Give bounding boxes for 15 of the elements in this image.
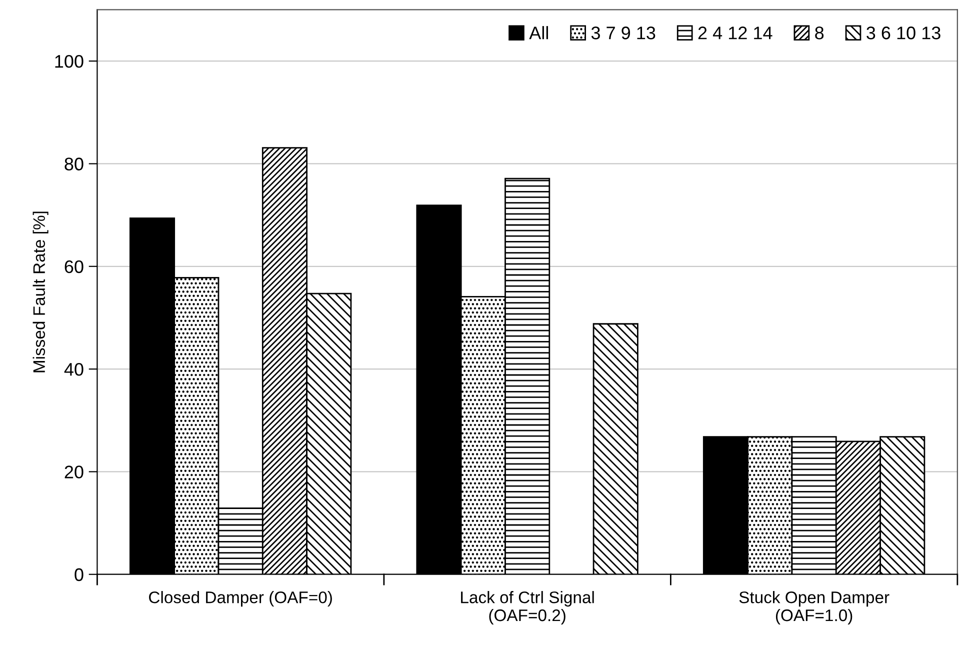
legend-label: 8 xyxy=(815,26,824,40)
legend-label: 3 7 9 13 xyxy=(591,26,656,40)
y-tick-label: 40 xyxy=(64,362,84,376)
x-tick-label: Stuck Open Damper (OAF=1.0) xyxy=(739,591,890,625)
x-tick-label: Lack of Ctrl Signal (OAF=0.2) xyxy=(461,591,594,625)
y-tick-label: 60 xyxy=(64,260,84,274)
legend-label: 3 6 10 13 xyxy=(866,26,940,40)
y-tick-label: 0 xyxy=(74,568,84,582)
legend-label: All xyxy=(529,26,548,40)
y-tick-label: 100 xyxy=(55,55,84,68)
y-axis-title: Missed Fault Rate [%] xyxy=(32,212,48,372)
y-tick-label: 80 xyxy=(64,158,84,170)
x-tick-label: Closed Damper (OAF=0) xyxy=(149,591,332,607)
y-tick-label: 20 xyxy=(64,466,84,478)
legend-label: 2 4 12 14 xyxy=(698,26,772,40)
